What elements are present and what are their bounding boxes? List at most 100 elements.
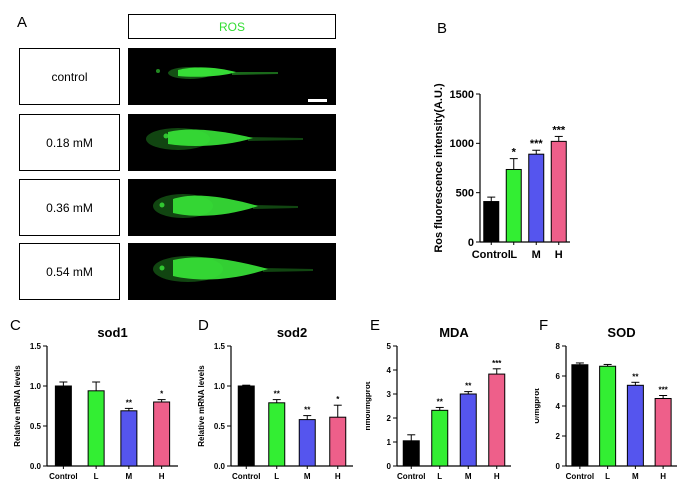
chart-c-xtick-label-h: H (159, 472, 165, 481)
chart-d-xtick-label-h: H (335, 472, 341, 481)
chart-e-ytick-label: 5 (387, 342, 392, 351)
chart-e-bar-h (488, 373, 506, 467)
condition-label-0-18mm: 0.18 mM (19, 114, 120, 171)
chart-f: SOD 0 2 4 6 8 U/mgprot Control L ** M *** H (535, 325, 677, 481)
chart-f-xtick-label-h: H (660, 472, 666, 481)
chart-e-xtick-label-control: Control (397, 472, 425, 481)
chart-c-sig-m: ** (126, 398, 133, 407)
chart-d-title: sod2 (277, 325, 307, 340)
panel-letter-e: E (370, 317, 381, 334)
chart-c-ytick-label: 1.5 (30, 342, 42, 351)
chart-e-bar-m (459, 393, 477, 467)
chart-f-ytick-label: 0 (556, 462, 561, 471)
chart-b-bar-control (483, 201, 500, 243)
condition-label-0-54mm: 0.54 mM (19, 243, 120, 300)
chart-b-xtick-label-h: H (555, 249, 563, 261)
chart-e-ylabel: nmol/mgprot (366, 381, 372, 430)
chart-c-ytick-label: 0.5 (30, 422, 42, 431)
chart-b-bar-m (528, 153, 545, 243)
chart-b-xtick-label-m: M (532, 249, 541, 261)
fish-image-054mm (128, 243, 336, 300)
panel-letter-a: A (17, 14, 28, 31)
chart-f-ytick-label: 6 (556, 372, 561, 381)
chart-f-ylabel: U/mgprot (535, 388, 541, 424)
chart-c-bar-m (120, 410, 138, 467)
chart-e-xtick-label-l: L (437, 472, 442, 481)
chart-e-ytick-label: 4 (387, 366, 392, 375)
chart-b-ytick-label: 1500 (450, 89, 474, 101)
chart-d-bar-h (329, 416, 347, 467)
chart-d-xtick-label-l: L (274, 472, 279, 481)
chart-c-bar-control (54, 385, 72, 467)
chart-e-ytick-label: 1 (387, 438, 392, 447)
chart-c: sod1 0.0 0.5 1.0 1.5 Relative mRNA levels Cont… (13, 325, 178, 481)
chart-f-ytick-label: 2 (556, 432, 561, 441)
panel-letter-c: C (10, 317, 21, 334)
chart-e-ytick-label: 3 (387, 390, 392, 399)
chart-c-ytick-label: 1.0 (30, 382, 42, 391)
chart-f-bar-l (599, 365, 617, 467)
chart-b-bar-l (505, 168, 522, 243)
chart-d-bar-l (268, 402, 286, 467)
chart-b-ytick-label: 1000 (450, 138, 474, 150)
chart-d-ytick-label: 0.5 (214, 422, 226, 431)
chart-e-xtick-label-m: M (465, 472, 472, 481)
chart-f-sig-m: ** (632, 372, 639, 381)
chart-e-xtick-label-h: H (494, 472, 500, 481)
panel-letter-f: F (539, 317, 549, 334)
chart-c-xtick-label-l: L (94, 472, 99, 481)
chart-d-ylabel: Relative mRNA levels (197, 365, 206, 447)
chart-c-title: sod1 (97, 325, 127, 340)
chart-d-xtick-label-control: Control (232, 472, 260, 481)
chart-f-ytick-label: 8 (556, 342, 561, 351)
chart-f-xtick-label-m: M (632, 472, 639, 481)
chart-d: sod2 0.0 0.5 1.0 1.5 Relative mRNA levels Cont… (197, 325, 353, 481)
chart-d-bar-m (298, 419, 316, 467)
chart-d-ytick-label: 1.0 (214, 382, 226, 391)
fish-image-036mm (128, 179, 336, 236)
panel-letter-b: B (437, 20, 448, 37)
chart-c-bar-h (153, 401, 171, 467)
chart-f-bar-m (626, 384, 644, 467)
chart-b-ytick-label: 500 (456, 188, 474, 200)
chart-d-xtick-label-m: M (304, 472, 311, 481)
chart-e-sig-h: *** (492, 359, 502, 368)
chart-e: MDA 0 1 2 3 4 5 nmol/mgprot Control ** L ** M *** H (366, 325, 511, 481)
chart-b-xtick-label-control: Control (472, 249, 511, 261)
fish-image-018mm (128, 114, 336, 171)
chart-d-ytick-label: 1.5 (214, 342, 226, 351)
chart-b-bar-h (550, 140, 567, 243)
chart-f-bar-h (654, 398, 672, 467)
chart-c-xtick-label-control: Control (49, 472, 77, 481)
chart-f-title: SOD (607, 325, 635, 340)
condition-label-control: control (19, 48, 120, 105)
chart-c-xtick-label-m: M (126, 472, 133, 481)
chart-b-sig-m: *** (530, 138, 544, 150)
panel-letter-d: D (198, 317, 209, 334)
fish-image-control (128, 48, 336, 105)
chart-d-sig-h: * (336, 395, 340, 404)
chart-f-sig-h: *** (658, 386, 668, 395)
chart-c-sig-h: * (160, 390, 164, 399)
chart-e-sig-m: ** (465, 382, 472, 391)
chart-e-bar-control (402, 440, 420, 467)
chart-b-sig-l: * (512, 147, 517, 159)
chart-b-ytick-label: 0 (468, 237, 474, 249)
chart-d-ytick-label: 0.0 (214, 462, 226, 471)
chart-b-xtick-label-l: L (510, 249, 517, 261)
chart-e-ytick-label: 0 (387, 462, 392, 471)
chart-e-title: MDA (439, 325, 469, 340)
ros-header: ROS (128, 14, 336, 39)
chart-e-bar-l (431, 409, 449, 467)
chart-e-sig-l: ** (437, 397, 444, 406)
chart-f-xtick-label-l: L (605, 472, 610, 481)
condition-label-0-36mm: 0.36 mM (19, 179, 120, 236)
chart-f-xtick-label-control: Control (566, 472, 594, 481)
chart-c-ytick-label: 0.0 (30, 462, 42, 471)
chart-e-ytick-label: 2 (387, 414, 392, 423)
chart-d-bar-control (237, 385, 255, 467)
chart-c-ylabel: Relative mRNA levels (13, 365, 22, 447)
chart-c-bar-l (87, 390, 105, 467)
chart-b: 0 500 1000 1500 Ros fluorescence intensity(A… (433, 83, 570, 261)
chart-d-sig-m: ** (304, 406, 311, 415)
